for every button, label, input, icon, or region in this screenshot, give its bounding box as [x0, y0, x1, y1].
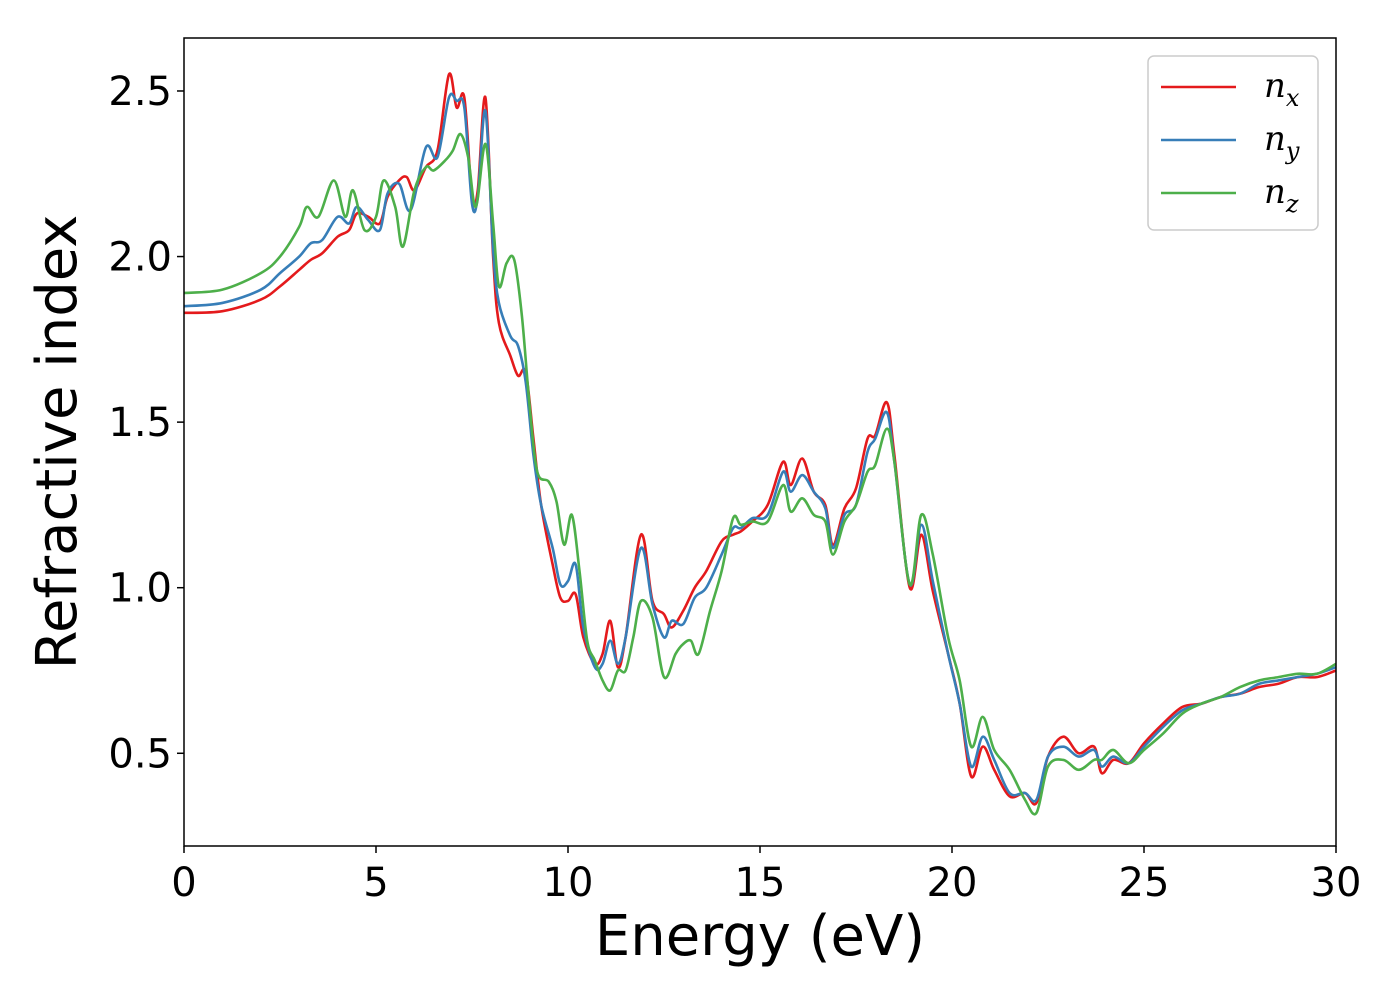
x-tick-label: 30 [1311, 860, 1362, 906]
x-axis-label: Energy (eV) [595, 904, 925, 969]
x-ticks: 0 5 10 15 20 25 30 [171, 846, 1361, 906]
y-tick-label: 2.0 [108, 235, 172, 281]
y-axis-label: Refractive index [25, 215, 90, 670]
series-line-y [183, 92, 1337, 803]
y-tick-label: 1.0 [108, 566, 172, 612]
legend-frame [1147, 55, 1319, 231]
series-line-z [183, 132, 1337, 816]
legend-label-y: ny [1264, 119, 1300, 165]
y-tick-label: 2.5 [108, 69, 172, 115]
y-tick-label: 1.5 [108, 400, 172, 446]
legend-label-x: nx [1264, 66, 1300, 112]
x-tick-label: 20 [927, 860, 978, 906]
series-layer [183, 72, 1337, 816]
x-tick-label: 0 [171, 860, 196, 906]
x-tick-label: 15 [735, 860, 786, 906]
x-tick-label: 10 [543, 860, 594, 906]
y-tick-label: 0.5 [108, 731, 172, 777]
x-tick-label: 25 [1119, 860, 1170, 906]
y-ticks: 0.5 1.0 1.5 2.0 2.5 [108, 69, 184, 777]
x-tick-label: 5 [363, 860, 388, 906]
